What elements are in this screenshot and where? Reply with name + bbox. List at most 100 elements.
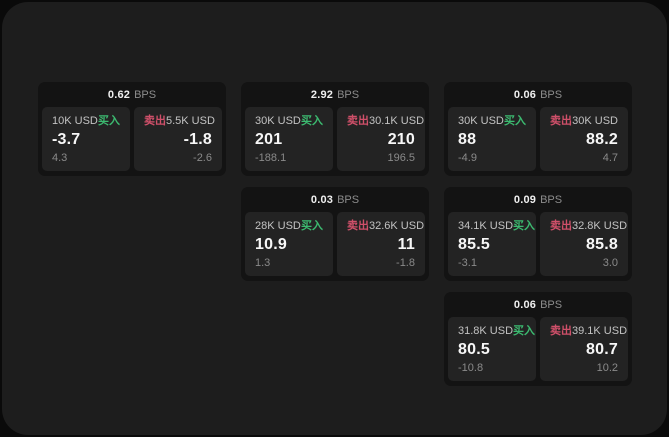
sell-quote-panel[interactable]: 卖出 32.6K USD 11 -1.8: [337, 212, 425, 276]
sell-quote-panel[interactable]: 卖出 32.8K USD 85.8 3.0: [540, 212, 628, 276]
card-header: 2.92 BPS: [241, 82, 429, 107]
sell-delta: 10.2: [596, 362, 618, 374]
spread-bps-value: 0.62: [107, 88, 131, 101]
sell-quote-panel[interactable]: 卖出 39.1K USD 80.7 10.2: [540, 317, 628, 381]
sell-price: 85.8: [586, 236, 618, 253]
sell-badge: 卖出: [347, 220, 369, 232]
sell-badge: 卖出: [144, 115, 166, 127]
sell-delta: 3.0: [602, 257, 618, 269]
sell-size-label: 32.8K USD: [572, 220, 628, 232]
buy-badge: 买入: [504, 115, 526, 127]
quote-panels: 30K USD 买入 201 -188.1 卖出 30.1K USD 210 1…: [241, 107, 429, 176]
sell-price: 11: [397, 236, 415, 253]
quote-panels: 31.8K USD 买入 80.5 -10.8 卖出 39.1K USD 80.…: [444, 317, 632, 386]
sell-top-row: 卖出 30.1K USD: [347, 115, 424, 128]
spread-bps-unit: BPS: [337, 193, 360, 206]
sell-quote-panel[interactable]: 卖出 30K USD 88.2 4.7: [540, 107, 628, 171]
spread-bps-unit: BPS: [540, 298, 563, 311]
buy-badge: 买入: [301, 115, 323, 127]
buy-delta: -3.1: [458, 257, 477, 269]
buy-top-row: 28K USD 买入: [255, 220, 323, 233]
buy-price: 88: [458, 131, 477, 148]
buy-size-label: 28K USD: [255, 220, 301, 232]
buy-top-row: 34.1K USD 买入: [458, 220, 535, 233]
buy-top-row: 30K USD 买入: [458, 115, 526, 128]
buy-size-label: 30K USD: [255, 115, 301, 127]
sell-badge: 卖出: [550, 115, 572, 127]
card-header: 0.06 BPS: [444, 82, 632, 107]
spread-bps-value: 0.03: [310, 193, 334, 206]
sell-size-label: 30.1K USD: [369, 115, 425, 127]
sell-delta: -2.6: [193, 152, 212, 164]
sell-delta: 4.7: [602, 152, 618, 164]
spread-bps-value: 0.06: [513, 298, 537, 311]
buy-badge: 买入: [513, 220, 536, 232]
sell-size-label: 32.6K USD: [369, 220, 425, 232]
quote-panels: 28K USD 买入 10.9 1.3 卖出 32.6K USD 11 -1.8: [241, 212, 429, 281]
buy-badge: 买入: [513, 325, 536, 337]
buy-price: 80.5: [458, 341, 490, 358]
sell-price: 210: [387, 131, 415, 148]
quote-card: 2.92 BPS 30K USD 买入 201 -188.1 卖出 30.1K …: [241, 82, 429, 176]
buy-size-label: 10K USD: [52, 115, 98, 127]
buy-delta: -188.1: [255, 152, 287, 164]
buy-quote-panel[interactable]: 30K USD 买入 88 -4.9: [448, 107, 536, 171]
buy-quote-panel[interactable]: 28K USD 买入 10.9 1.3: [245, 212, 333, 276]
card-header: 0.03 BPS: [241, 187, 429, 212]
buy-price: 10.9: [255, 236, 287, 253]
cards-grid: 0.62 BPS 10K USD 买入 -3.7 4.3 卖出 5.5K USD…: [38, 82, 632, 386]
buy-quote-panel[interactable]: 30K USD 买入 201 -188.1: [245, 107, 333, 171]
sell-size-label: 30K USD: [572, 115, 618, 127]
buy-delta: 1.3: [255, 257, 271, 269]
spread-bps-value: 0.09: [513, 193, 537, 206]
quote-card: 0.09 BPS 34.1K USD 买入 85.5 -3.1 卖出 32.8K…: [444, 187, 632, 281]
sell-top-row: 卖出 32.6K USD: [347, 220, 424, 233]
buy-top-row: 10K USD 买入: [52, 115, 120, 128]
spread-bps-unit: BPS: [540, 193, 563, 206]
buy-size-label: 30K USD: [458, 115, 504, 127]
quote-card: 0.06 BPS 30K USD 买入 88 -4.9 卖出 30K USD 8…: [444, 82, 632, 176]
buy-delta: 4.3: [52, 152, 68, 164]
sell-top-row: 卖出 32.8K USD: [550, 220, 627, 233]
sell-top-row: 卖出 39.1K USD: [550, 325, 627, 338]
card-header: 0.06 BPS: [444, 292, 632, 317]
quote-card: 0.62 BPS 10K USD 买入 -3.7 4.3 卖出 5.5K USD…: [38, 82, 226, 176]
sell-badge: 卖出: [347, 115, 369, 127]
quote-panels: 34.1K USD 买入 85.5 -3.1 卖出 32.8K USD 85.8…: [444, 212, 632, 281]
buy-delta: -10.8: [458, 362, 484, 374]
sell-delta: -1.8: [396, 257, 415, 269]
buy-quote-panel[interactable]: 31.8K USD 买入 80.5 -10.8: [448, 317, 536, 381]
buy-price: 85.5: [458, 236, 490, 253]
sell-badge: 卖出: [550, 325, 572, 337]
spread-bps-value: 0.06: [513, 88, 537, 101]
quote-panels: 10K USD 买入 -3.7 4.3 卖出 5.5K USD -1.8 -2.…: [38, 107, 226, 176]
sell-price: 88.2: [586, 131, 618, 148]
sell-badge: 卖出: [550, 220, 572, 232]
sell-top-row: 卖出 30K USD: [550, 115, 618, 128]
buy-delta: -4.9: [458, 152, 477, 164]
sell-delta: 196.5: [387, 152, 415, 164]
buy-badge: 买入: [301, 220, 323, 232]
sell-quote-panel[interactable]: 卖出 30.1K USD 210 196.5: [337, 107, 425, 171]
buy-quote-panel[interactable]: 10K USD 买入 -3.7 4.3: [42, 107, 130, 171]
buy-size-label: 31.8K USD: [458, 325, 514, 337]
buy-quote-panel[interactable]: 34.1K USD 买入 85.5 -3.1: [448, 212, 536, 276]
quote-card: 0.03 BPS 28K USD 买入 10.9 1.3 卖出 32.6K US…: [241, 187, 429, 281]
buy-price: 201: [255, 131, 283, 148]
spread-bps-unit: BPS: [337, 88, 360, 101]
sell-quote-panel[interactable]: 卖出 5.5K USD -1.8 -2.6: [134, 107, 222, 171]
sell-size-label: 5.5K USD: [166, 115, 215, 127]
sell-top-row: 卖出 5.5K USD: [144, 115, 215, 128]
sell-price: 80.7: [586, 341, 618, 358]
buy-top-row: 31.8K USD 买入: [458, 325, 535, 338]
spread-bps-unit: BPS: [134, 88, 157, 101]
quote-panels: 30K USD 买入 88 -4.9 卖出 30K USD 88.2 4.7: [444, 107, 632, 176]
buy-size-label: 34.1K USD: [458, 220, 514, 232]
buy-top-row: 30K USD 买入: [255, 115, 323, 128]
buy-price: -3.7: [52, 131, 81, 148]
spread-bps-unit: BPS: [540, 88, 563, 101]
quote-card: 0.06 BPS 31.8K USD 买入 80.5 -10.8 卖出 39.1…: [444, 292, 632, 386]
buy-badge: 买入: [98, 115, 120, 127]
